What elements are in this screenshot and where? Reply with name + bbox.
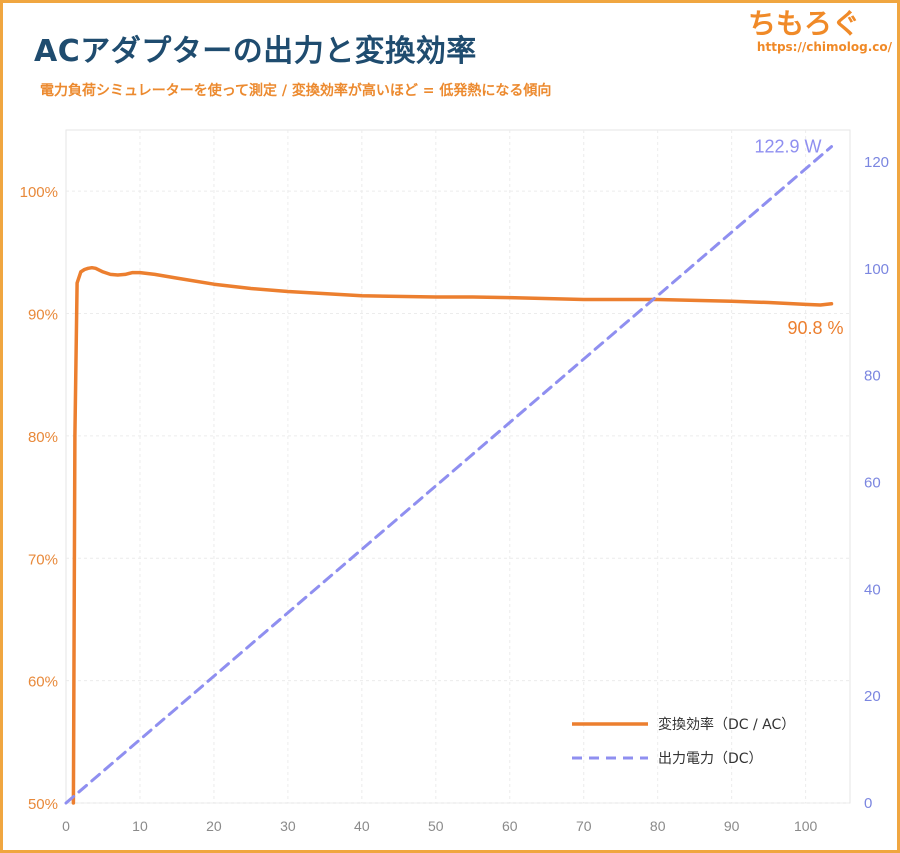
efficiency-end-label: 90.8 % — [787, 318, 843, 338]
chart-title: ACアダプターの出力と変換効率 — [34, 34, 477, 69]
y-left-tick-label: 70% — [28, 551, 58, 568]
x-tick-label: 20 — [206, 818, 222, 834]
y-right-tick-label: 60 — [864, 475, 881, 492]
y-left-tick-label: 80% — [28, 429, 58, 446]
chart-subtitle: 電力負荷シミュレーターを使って測定 / 変換効率が高いほど = 低発熱になる傾向 — [40, 83, 552, 99]
y-left-tick-label: 100% — [20, 184, 58, 201]
x-tick-label: 80 — [650, 818, 666, 834]
y-right-tick-label: 40 — [864, 581, 881, 598]
y-right-tick-label: 80 — [864, 368, 881, 385]
x-tick-label: 10 — [132, 818, 148, 834]
y-left-tick-label: 60% — [28, 674, 58, 691]
y-right-tick-label: 20 — [864, 688, 881, 705]
efficiency-series-line — [71, 265, 834, 805]
y-left-tick-label: 90% — [28, 307, 58, 324]
y-right-tick-label: 100 — [864, 261, 889, 278]
y-left-tick-label: 50% — [28, 796, 58, 813]
x-tick-label: 90 — [724, 818, 740, 834]
power-series-line — [64, 145, 833, 805]
power-end-label: 122.9 W — [754, 137, 821, 157]
y-right-tick-label: 120 — [864, 154, 889, 171]
x-tick-label: 50 — [428, 818, 444, 834]
y-right-tick-label: 0 — [864, 795, 872, 812]
brand-logo-text: ちもろぐ — [747, 7, 860, 40]
brand-url: https://chimolog.co/ — [756, 40, 892, 54]
x-tick-label: 40 — [354, 818, 370, 834]
legend-power-label: 出力電力（DC） — [658, 751, 763, 767]
x-tick-label: 0 — [62, 818, 70, 834]
x-tick-label: 60 — [502, 818, 518, 834]
x-tick-label: 70 — [576, 818, 592, 834]
x-tick-label: 30 — [280, 818, 296, 834]
x-tick-label: 100 — [794, 818, 818, 834]
legend-efficiency-label: 変換効率（DC / AC） — [658, 716, 795, 733]
